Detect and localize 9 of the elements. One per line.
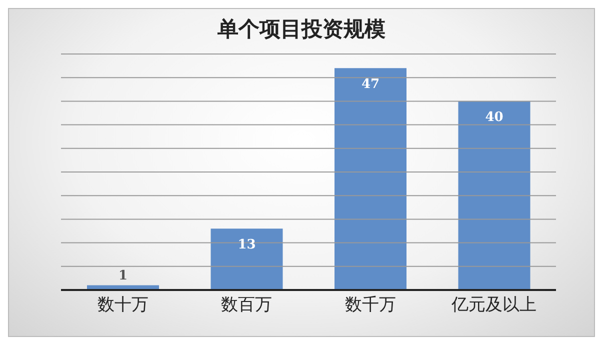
data-label: 1 [118, 268, 128, 284]
chart-title: 单个项目投资规模 [216, 16, 386, 43]
data-label: 40 [485, 110, 504, 126]
x-tick-label: 数十万 [97, 295, 148, 316]
data-label: 13 [238, 238, 256, 253]
data-label: 47 [361, 77, 380, 92]
x-tick-label: 亿元及以上 [450, 295, 537, 316]
x-tick-label: 数千万 [344, 295, 396, 316]
x-tick-label: 数百万 [221, 295, 272, 316]
